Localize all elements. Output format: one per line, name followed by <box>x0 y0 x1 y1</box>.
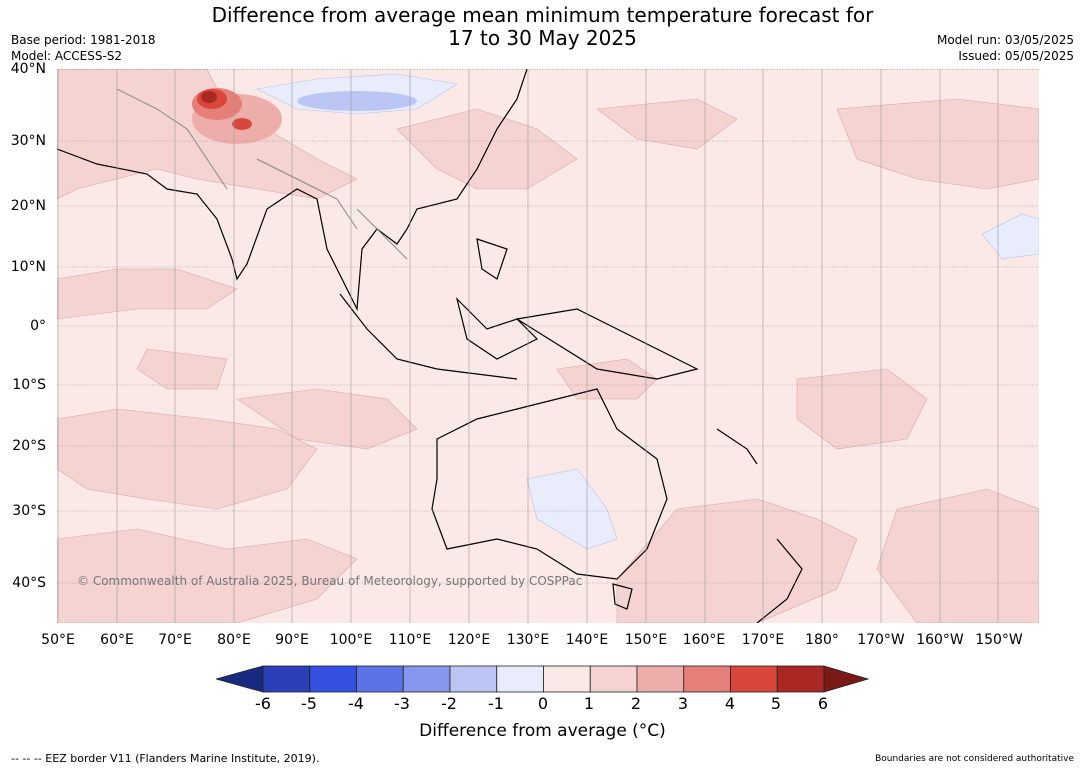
colorbar-cell <box>496 665 544 693</box>
colorbar-cell <box>730 665 778 693</box>
lat-label: 40°S <box>12 575 46 591</box>
colorbar-tick: -3 <box>394 694 410 713</box>
meridians <box>57 69 999 623</box>
colorbar-tick: -2 <box>441 694 457 713</box>
colorbar-cell <box>589 665 638 693</box>
colorbar-extend-high <box>823 665 870 693</box>
colorbar-tick: 0 <box>537 694 549 713</box>
lon-label: 150°E <box>624 632 668 648</box>
lon-label: 150°W <box>975 632 1023 648</box>
colorbar-tick: 5 <box>770 694 782 713</box>
lon-label: 160°E <box>682 632 726 648</box>
lat-label: 10°N <box>10 259 46 275</box>
colorbar-cell <box>636 665 685 693</box>
anomaly-cool-core <box>297 91 417 111</box>
model-run: Model run: 03/05/2025 <box>936 33 1074 47</box>
colorbar-cell <box>356 665 404 693</box>
colorbar-cell <box>683 665 731 693</box>
lat-label: 20°S <box>12 438 46 454</box>
colorbar <box>216 665 870 693</box>
colorbar-tick: 3 <box>677 694 689 713</box>
colorbar-cell <box>776 665 825 693</box>
lon-label: 120°E <box>447 632 491 648</box>
lat-label: 40°N <box>10 61 46 77</box>
lon-label: 100°E <box>329 632 373 648</box>
base-period: Base period: 1981-2018 <box>11 33 156 47</box>
colorbar-tick: 6 <box>817 694 829 713</box>
coastlines <box>57 69 803 623</box>
colorbar-extend-low <box>216 665 264 693</box>
colorbar-tick: -6 <box>255 694 271 713</box>
lat-label: 30°S <box>12 503 46 519</box>
lon-label: 130°E <box>506 632 550 648</box>
colorbar-cell <box>309 665 357 693</box>
warm-hotspot <box>192 88 282 144</box>
lon-label: 180° <box>805 632 839 648</box>
colorbar-cell <box>543 665 591 693</box>
eez-legend-note: -- -- -- EEZ border V11 (Flanders Marine… <box>11 752 320 765</box>
colorbar-cells <box>216 665 870 693</box>
boundaries-note: Boundaries are not considered authoritat… <box>875 754 1074 764</box>
lat-label: 0° <box>30 318 46 334</box>
lon-label: 160°W <box>916 632 964 648</box>
colorbar-tick: -5 <box>301 694 317 713</box>
colorbar-tick: 1 <box>583 694 595 713</box>
lat-label: 10°S <box>12 377 46 393</box>
anomaly-1-2-patches <box>57 69 1039 623</box>
lon-label: 110°E <box>388 632 432 648</box>
model-name: Model: ACCESS-S2 <box>11 49 123 63</box>
colorbar-cell <box>262 665 311 693</box>
chart-title: Difference from average mean minimum tem… <box>211 3 874 50</box>
colorbar-tick: 2 <box>630 694 642 713</box>
country-borders <box>116 88 408 260</box>
graticule <box>57 69 1039 584</box>
meta-left: Base period: 1981-2018 Model: ACCESS-S2 <box>11 32 156 64</box>
meta-right: Model run: 03/05/2025 Issued: 05/05/2025 <box>937 32 1074 64</box>
issued-date: Issued: 05/05/2025 <box>958 49 1074 63</box>
lat-label: 20°N <box>10 198 46 214</box>
colorbar-label: Difference from average (°C) <box>419 721 666 741</box>
lon-label: 170°W <box>857 632 905 648</box>
lon-label: 50°E <box>41 632 75 648</box>
lon-label: 70°E <box>158 632 192 648</box>
colorbar-cell <box>402 665 451 693</box>
colorbar-tick: -1 <box>488 694 504 713</box>
lon-label: 90°E <box>275 632 309 648</box>
lon-label: 170°E <box>741 632 785 648</box>
colorbar-cell <box>449 665 498 693</box>
copyright-notice: © Commonwealth of Australia 2025, Bureau… <box>77 574 583 588</box>
lon-label: 140°E <box>565 632 609 648</box>
colorbar-tick: 4 <box>724 694 736 713</box>
lon-label: 80°E <box>217 632 251 648</box>
lat-label: 30°N <box>10 133 46 149</box>
lon-label: 60°E <box>100 632 134 648</box>
forecast-map <box>57 69 1039 623</box>
colorbar-tick: -4 <box>348 694 364 713</box>
